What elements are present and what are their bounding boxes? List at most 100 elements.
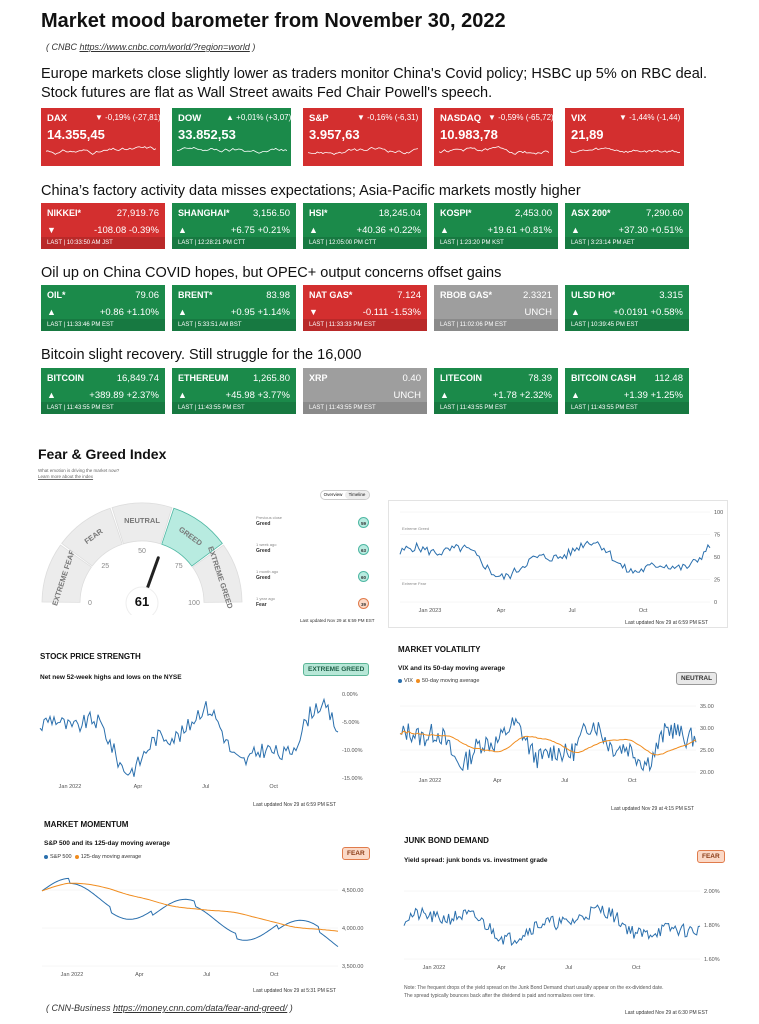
- section4-tile-1[interactable]: ETHEREUM 1,265.80 ▲ +45.98 +3.77% LAST | 11:…: [172, 368, 296, 414]
- tile-change: +37.30 +0.51%: [618, 225, 683, 236]
- section2-heading: China’s factory activity data misses exp…: [41, 183, 581, 199]
- tile-timestamp: LAST | 10:39:45 PM EST: [565, 319, 689, 331]
- tile-arrow: ▲: [178, 307, 187, 317]
- section4-tile-0[interactable]: BITCOIN 16,849.74 ▲ +389.89 +2.37% LAST | 11…: [41, 368, 165, 414]
- junk-note-1: Note: The frequent drops of the yield sp…: [404, 985, 664, 991]
- y-tick: -5.00%: [342, 720, 360, 726]
- chart-updated: Last updated Nov 29 at 4:15 PM EST: [611, 806, 694, 812]
- tile-name: BITCOIN: [47, 373, 84, 383]
- x-tick: Apr: [493, 778, 502, 784]
- history-rating: Greed: [256, 575, 271, 581]
- index-tile-1[interactable]: DOW ▲ +0,01% (+3,07) 33.852,53: [172, 108, 291, 166]
- index-tile-0[interactable]: DAX ▼ -0,19% (-27,81) 14.355,45: [41, 108, 160, 166]
- tile-change: +45.98 +3.77%: [225, 390, 290, 401]
- series-line: [39, 697, 339, 777]
- timeline-label-bottom: Extreme Fear: [402, 581, 427, 586]
- history-value-badge: 60: [358, 571, 369, 582]
- tile-name: NIKKEI*: [47, 208, 82, 218]
- y-tick: 1.80%: [704, 923, 720, 929]
- tile-name: SHANGHAI*: [178, 208, 230, 218]
- tile-arrow: ▼: [47, 225, 56, 235]
- section2-tile-2[interactable]: HSI* 18,245.04 ▲ +40.36 +0.22% LAST | 12:05:…: [303, 203, 427, 249]
- section1-line1: Europe markets close slightly lower as t…: [41, 66, 708, 82]
- tile-timestamp: LAST | 11:43:55 PM EST: [303, 402, 427, 414]
- tile-change: -0.111 -1.53%: [362, 307, 421, 318]
- section3-tile-3[interactable]: RBOB GAS* 2.3321 UNCH LAST | 11:02:06 PM ES…: [434, 285, 558, 331]
- history-label: 1 week ago: [256, 542, 277, 547]
- section4-tile-3[interactable]: LITECOIN 78.39 ▲ +1.78 +2.32% LAST | 11:43:5…: [434, 368, 558, 414]
- page-title: Market mood barometer from November 30, …: [41, 10, 506, 32]
- tile-change: +0.86 +1.10%: [99, 307, 159, 318]
- tile-price: 83.98: [266, 290, 290, 301]
- index-tile-2[interactable]: S&P ▼ -0,16% (-6,31) 3.957,63: [303, 108, 422, 166]
- history-label: 1 month ago: [256, 569, 279, 574]
- tile-name: ULSD HO*: [571, 290, 616, 300]
- tile-change: +19.61 +0.81%: [487, 225, 552, 236]
- tile-price: 2.3321: [522, 290, 552, 301]
- section3-tile-1[interactable]: BRENT* 83.98 ▲ +0.95 +1.14% LAST | 5:33:51 A…: [172, 285, 296, 331]
- index-tile-4[interactable]: VIX ▼ -1,44% (-1,44) 21,89: [565, 108, 684, 166]
- source-cnbc-link[interactable]: https://www.cnbc.com/world/?region=world: [79, 42, 250, 52]
- tile-name: KOSPI*: [440, 208, 472, 218]
- fear-greed-timeline-chart: 100 75 50 25 0 Jan 2023 Apr Jul Oct Last updated …: [388, 500, 728, 628]
- tile-timestamp: LAST | 11:43:55 PM EST: [565, 402, 689, 414]
- chart-updated: Last updated Nov 29 at 6:59 PM EST: [625, 620, 708, 626]
- tile-name: HSI*: [309, 208, 328, 218]
- tile-arrow: ▲: [440, 225, 449, 235]
- tile-timestamp: LAST | 10:33:50 AM JST: [41, 237, 165, 249]
- y-tick: 100: [714, 510, 723, 516]
- history-value-badge: 39: [358, 598, 369, 609]
- volatility-title: MARKET VOLATILITY: [398, 645, 481, 654]
- tile-timestamp: LAST | 5:33:51 AM BST: [172, 319, 296, 331]
- sparkline: [439, 146, 549, 155]
- gauge-tick: 100: [188, 600, 200, 607]
- tile-timestamp: LAST | 11:43:55 PM EST: [41, 402, 165, 414]
- tile-value: 21,89: [571, 127, 604, 142]
- section4-tile-2[interactable]: XRP 0.40 UNCH LAST | 11:43:55 PM EST: [303, 368, 427, 414]
- history-rating: Fear: [256, 602, 267, 608]
- tile-name: DOW: [178, 113, 202, 124]
- tab-overview[interactable]: Overview: [323, 492, 343, 497]
- tile-arrow: ▲: [309, 225, 318, 235]
- tile-arrow: ▲: [178, 390, 187, 400]
- section3-tile-4[interactable]: ULSD HO* 3.315 ▲ +0.0191 +0.58% LAST | 10:39…: [565, 285, 689, 331]
- y-tick: 3,500.00: [342, 964, 363, 970]
- chart-updated: Last updated Nov 29 at 6:59 PM EST: [253, 802, 336, 808]
- y-tick: 4,000.00: [342, 926, 363, 932]
- section2-tile-4[interactable]: ASX 200* 7,290.60 ▲ +37.30 +0.51% LAST | 3:2…: [565, 203, 689, 249]
- tab-timeline[interactable]: Timeline: [345, 491, 369, 499]
- momentum-legend: S&P 500 125-day moving average: [44, 854, 141, 860]
- learn-more-link[interactable]: Learn more about the index: [38, 474, 94, 479]
- section2-tile-0[interactable]: NIKKEI* 27,919.76 ▼ -108.08 -0.39% LAST | 10…: [41, 203, 165, 249]
- tile-change: ▼ -0,59% (-65,72): [488, 113, 553, 122]
- section2-tile-3[interactable]: KOSPI* 2,453.00 ▲ +19.61 +0.81% LAST | 1:23:…: [434, 203, 558, 249]
- section1-line2: Stock futures are flat as Wall Street aw…: [41, 85, 493, 101]
- y-tick: -10.00%: [342, 748, 363, 754]
- x-tick: Apr: [497, 965, 506, 971]
- tile-arrow: ▲: [571, 390, 580, 400]
- x-tick: Jul: [202, 784, 209, 790]
- y-tick: 2.00%: [704, 889, 720, 895]
- index-tile-3[interactable]: NASDAQ ▼ -0,59% (-65,72) 10.983,78: [434, 108, 553, 166]
- y-tick: 30.00: [700, 726, 714, 732]
- section4-tile-4[interactable]: BITCOIN CASH 112.48 ▲ +1.39 +1.25% LAST | 11…: [565, 368, 689, 414]
- tile-timestamp: LAST | 12:05:00 PM CTT: [303, 237, 427, 249]
- section3-tile-2[interactable]: NAT GAS* 7.124 ▼ -0.111 -1.53% LAST | 11:33:…: [303, 285, 427, 331]
- tile-name: S&P: [309, 113, 329, 124]
- source-cnn-link[interactable]: https://money.cnn.com/data/fear-and-gree…: [113, 1003, 288, 1013]
- tile-value: 14.355,45: [47, 127, 105, 142]
- momentum-chart: 4,500.00 4,000.00 3,500.00 Jan 2022 Apr Jul Oc…: [41, 877, 363, 994]
- tile-arrow: ▲: [440, 390, 449, 400]
- tile-price: 2,453.00: [515, 208, 552, 219]
- tile-timestamp: LAST | 11:43:55 PM EST: [172, 402, 296, 414]
- section2-tile-1[interactable]: SHANGHAI* 3,156.50 ▲ +6.75 +0.21% LAST | 12:…: [172, 203, 296, 249]
- section3-tile-0[interactable]: OIL* 79.06 ▲ +0.86 +1.10% LAST | 11:33:46 PM…: [41, 285, 165, 331]
- tile-price: 16,849.74: [116, 373, 159, 384]
- section4-heading: Bitcoin slight recovery. Still struggle …: [41, 347, 362, 363]
- junk-chart: 2.00% 1.80% 1.60% Jan 2022 Apr Jul Oct: [403, 889, 720, 971]
- tile-timestamp: LAST | 11:43:55 PM EST: [434, 402, 558, 414]
- tile-price: 1,265.80: [253, 373, 290, 384]
- x-tick: Jan 2023: [419, 608, 442, 614]
- momentum-badge: FEAR: [342, 847, 370, 860]
- y-tick: 0: [714, 600, 717, 606]
